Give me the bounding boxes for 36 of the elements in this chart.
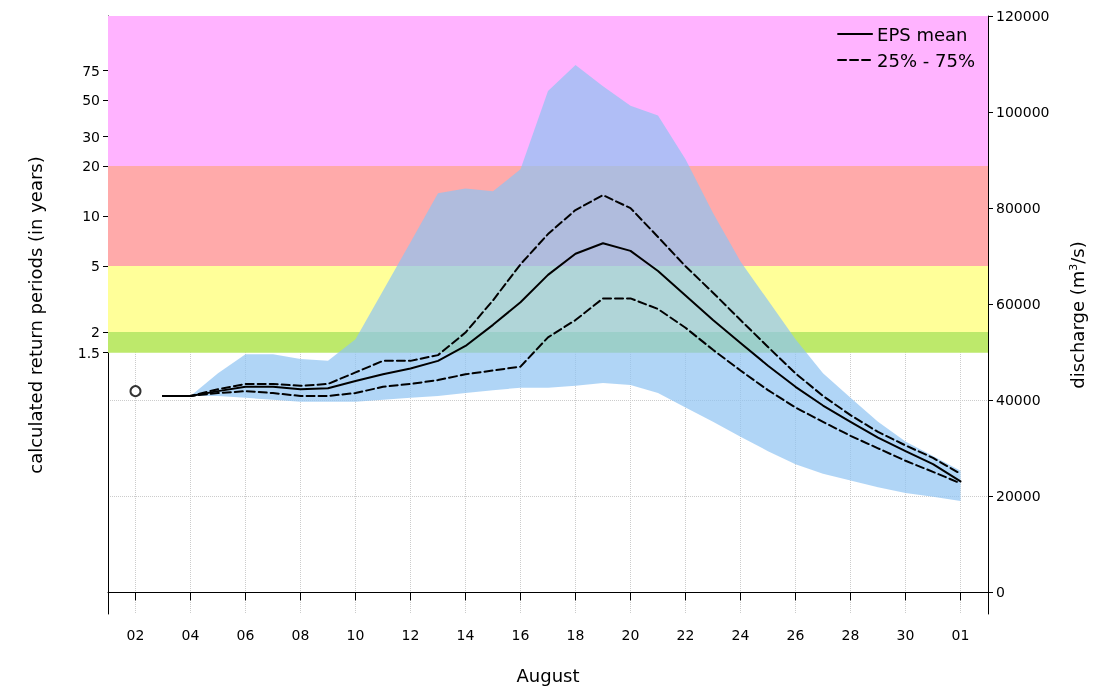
x-tick-label: 18 [566, 627, 585, 643]
y-tick-label: 20 [82, 157, 100, 174]
y-tick-label: 2 [91, 323, 100, 340]
x-tick-label: 06 [236, 627, 255, 643]
x-tick-label: 10 [346, 627, 365, 643]
y-tick-label: 10 [82, 207, 100, 224]
legend-label: EPS mean [877, 23, 968, 45]
x-tick-label: 12 [401, 627, 420, 643]
x-tick-label: 08 [291, 627, 310, 643]
x-tick-label: 02 [126, 627, 145, 643]
y2-tick-label: 0 [996, 584, 1005, 601]
x-tick-label: 30 [896, 627, 915, 643]
y-tick-label: 1.5 [77, 344, 100, 361]
x-tick-label: 16 [511, 627, 530, 643]
x-tick-label: 01 [951, 627, 970, 643]
y2-tick-label: 100000 [996, 104, 1050, 121]
x-tick-label: 22 [676, 627, 695, 643]
y2-tick-label: 20000 [996, 488, 1041, 505]
y-tick-label: 5 [91, 257, 100, 274]
y2-tick-label: 80000 [996, 200, 1041, 217]
y-tick-label: 50 [82, 91, 100, 108]
y-axis-title: calculated return periods (in years) [24, 156, 46, 474]
x-tick-label: 28 [841, 627, 860, 643]
y2-tick-label: 60000 [996, 296, 1041, 313]
y2-tick-label: 40000 [996, 392, 1041, 409]
x-tick-label: 04 [181, 627, 200, 643]
legend-label: 25% - 75% [877, 49, 976, 71]
y-tick-label: 30 [82, 128, 100, 145]
x-tick-label: 14 [456, 627, 475, 643]
x-tick-label: 20 [621, 627, 640, 643]
y2-axis-title: discharge (m3/s) [1067, 241, 1088, 389]
y-tick-label: 75 [82, 62, 100, 79]
x-tick-label: 24 [731, 627, 750, 643]
y2-tick-label: 120000 [996, 8, 1050, 24]
x-tick-label: 26 [786, 627, 805, 643]
x-axis-title: August [516, 664, 580, 686]
